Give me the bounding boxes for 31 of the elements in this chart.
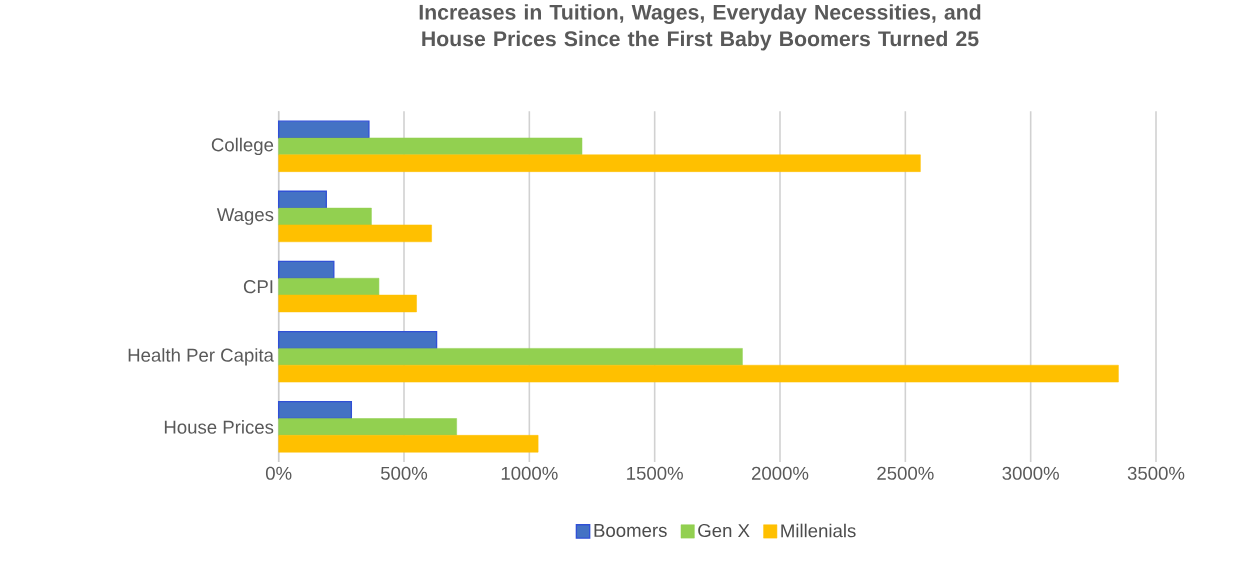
bar <box>278 137 583 156</box>
bar <box>278 260 335 279</box>
bar <box>278 364 1119 383</box>
y-tick-label: Wages <box>216 208 274 225</box>
bar <box>278 154 921 172</box>
x-tick-label: 2000% <box>751 466 809 480</box>
y-tick-label: House Prices <box>164 420 274 434</box>
bar <box>278 207 372 226</box>
x-tick-label: 500% <box>380 466 428 480</box>
y-tick-label: CPI <box>243 280 273 294</box>
bar <box>278 418 457 436</box>
bar <box>278 435 539 453</box>
x-tick-label: 1500% <box>627 466 683 480</box>
bar <box>278 348 743 366</box>
bar <box>278 330 438 350</box>
x-tick-label: 1000% <box>501 466 558 480</box>
x-tick-label: 3500% <box>1127 466 1185 480</box>
bar <box>278 224 432 243</box>
y-tick-label: College <box>211 137 274 156</box>
bar <box>278 277 380 296</box>
x-tick-label: 3000% <box>1002 466 1059 480</box>
legend-label: Boomers <box>594 524 667 538</box>
legend-label: Gen X <box>698 523 750 538</box>
bar <box>278 120 370 139</box>
bar <box>278 294 417 313</box>
x-tick-label: 2500% <box>877 466 934 480</box>
bar <box>278 401 353 420</box>
chart-title: Increases in Tuition, Wages, Everyday Necessities, and House Prices Since the First Baby Boomers Turned 25 <box>419 4 981 51</box>
y-tick-label: Health Per Capita <box>128 348 274 366</box>
x-tick-label: 0% <box>265 466 292 480</box>
legend-label: Millenials <box>781 523 856 538</box>
